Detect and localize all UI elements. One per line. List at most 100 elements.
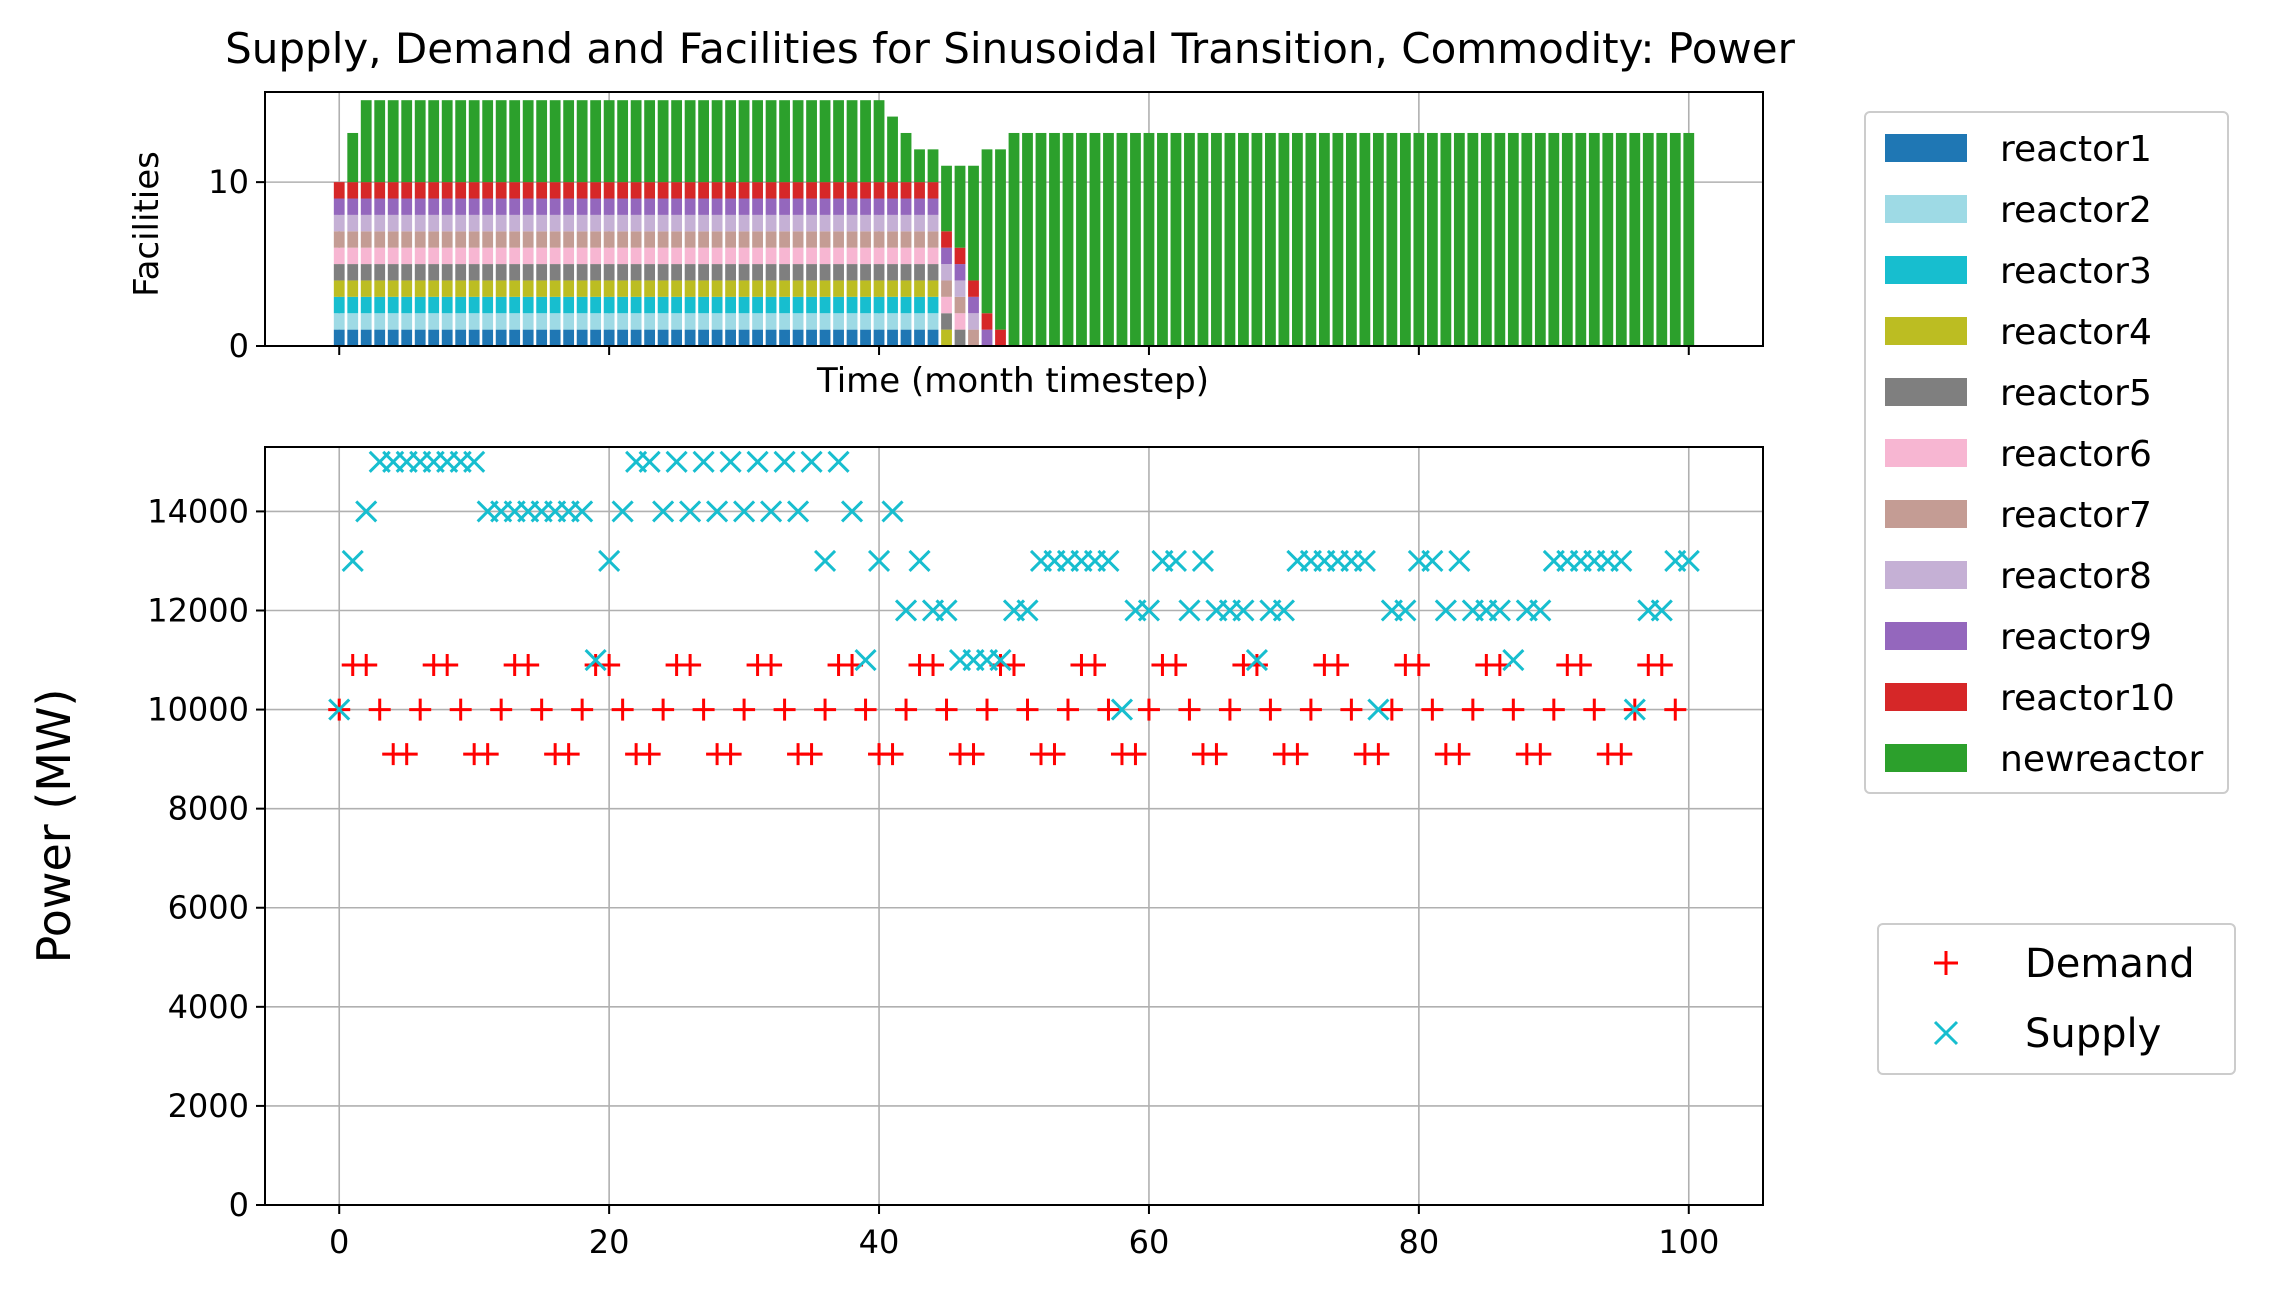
- bar-newreactor: [873, 100, 885, 183]
- bar-reactor4: [441, 280, 453, 297]
- bar-reactor7: [806, 231, 817, 248]
- bar-newreactor: [981, 149, 993, 314]
- bar-reactor9: [833, 198, 844, 215]
- bar-reactor2: [725, 313, 736, 330]
- demand-point: [935, 698, 958, 721]
- bar-reactor10: [387, 182, 399, 199]
- bar-newreactor: [1170, 132, 1182, 346]
- bar-reactor10: [833, 182, 844, 199]
- bar-newreactor: [1008, 132, 1020, 346]
- bar-reactor6: [374, 247, 386, 265]
- bar-reactor7: [468, 231, 480, 248]
- bar-reactor4: [576, 280, 588, 297]
- bottom-y-axis-label: Power (MW): [27, 689, 81, 964]
- bar-reactor10: [455, 182, 467, 199]
- bar-newreactor: [360, 100, 372, 183]
- bar-reactor10: [603, 182, 615, 199]
- bar-reactor10: [846, 182, 858, 199]
- bar-reactor2: [630, 313, 642, 330]
- bar-newreactor: [1629, 132, 1641, 346]
- legend-label-reactor4: reactor4: [2000, 312, 2152, 353]
- bar-reactor9: [711, 198, 723, 215]
- bar-reactor8: [738, 214, 750, 232]
- bar-reactor4: [860, 280, 871, 297]
- bar-newreactor: [1318, 132, 1330, 346]
- bar-reactor5: [792, 264, 804, 281]
- bar-reactor7: [873, 231, 885, 248]
- bar-reactor1: [374, 329, 386, 346]
- bar-reactor10: [900, 182, 912, 199]
- bar-reactor1: [455, 329, 467, 346]
- bar-newreactor: [428, 100, 440, 183]
- bar-reactor4: [509, 280, 521, 297]
- bar-reactor6: [927, 247, 939, 265]
- bar-reactor6: [873, 247, 885, 265]
- bar-reactor7: [401, 231, 413, 248]
- legend-label-newreactor: newreactor: [2000, 739, 2204, 780]
- bar-reactor8: [846, 214, 858, 232]
- bar-reactor8: [806, 214, 817, 232]
- bar-reactor10: [752, 182, 763, 199]
- bar-newreactor: [1399, 132, 1411, 346]
- bar-reactor9: [455, 198, 467, 215]
- bar-newreactor: [1238, 132, 1249, 346]
- bar-reactor10: [954, 247, 966, 265]
- bar-newreactor: [644, 100, 656, 183]
- bar-newreactor: [347, 132, 359, 183]
- bar-reactor6: [333, 247, 345, 265]
- bar-reactor4: [941, 329, 952, 346]
- bar-reactor5: [455, 264, 467, 281]
- bar-newreactor: [1575, 132, 1587, 346]
- bar-reactor10: [887, 182, 898, 199]
- demand-point: [409, 698, 432, 721]
- bar-newreactor: [1507, 132, 1519, 346]
- bar-reactor6: [711, 247, 723, 265]
- bar-reactor10: [657, 182, 669, 199]
- bar-reactor1: [698, 329, 710, 346]
- bar-reactor1: [887, 329, 898, 346]
- bar-reactor1: [927, 329, 939, 346]
- bar-reactor2: [765, 313, 777, 330]
- bar-newreactor: [711, 100, 723, 183]
- supply-point: [692, 450, 715, 473]
- demand-point: [1380, 698, 1403, 721]
- bar-reactor4: [333, 280, 345, 297]
- bar-reactor8: [360, 214, 372, 232]
- bar-reactor8: [968, 313, 979, 330]
- bar-reactor1: [833, 329, 844, 346]
- legend-swatch-reactor5: [1885, 378, 1967, 406]
- demand-point: [1367, 743, 1390, 766]
- bar-reactor10: [347, 182, 359, 199]
- bar-reactor6: [671, 247, 683, 265]
- supply-point: [1272, 599, 1295, 622]
- bar-reactor3: [401, 296, 413, 314]
- demand-point: [733, 698, 756, 721]
- bar-reactor6: [563, 247, 575, 265]
- bar-reactor1: [522, 329, 534, 346]
- bar-reactor6: [401, 247, 413, 265]
- bottom-y-tick-label: 8000: [168, 790, 249, 828]
- bar-reactor3: [441, 296, 453, 314]
- bar-reactor9: [536, 198, 548, 215]
- bar-reactor4: [644, 280, 656, 297]
- bar-reactor1: [657, 329, 669, 346]
- supply-point: [814, 549, 837, 573]
- bar-reactor4: [563, 280, 575, 297]
- bar-reactor10: [441, 182, 453, 199]
- bar-newreactor: [846, 100, 858, 183]
- bar-newreactor: [954, 165, 966, 248]
- bar-reactor9: [846, 198, 858, 215]
- bar-reactor8: [603, 214, 615, 232]
- demand-point: [1610, 743, 1633, 766]
- bar-reactor7: [941, 280, 952, 297]
- bar-reactor8: [347, 214, 359, 232]
- bar-reactor10: [468, 182, 480, 199]
- bar-reactor5: [941, 313, 952, 330]
- bar-reactor3: [873, 296, 885, 314]
- demand-point: [962, 743, 985, 766]
- bar-reactor1: [900, 329, 912, 346]
- bar-reactor6: [536, 247, 548, 265]
- bar-reactor10: [414, 182, 426, 199]
- bar-reactor7: [833, 231, 844, 248]
- bar-reactor2: [590, 313, 602, 330]
